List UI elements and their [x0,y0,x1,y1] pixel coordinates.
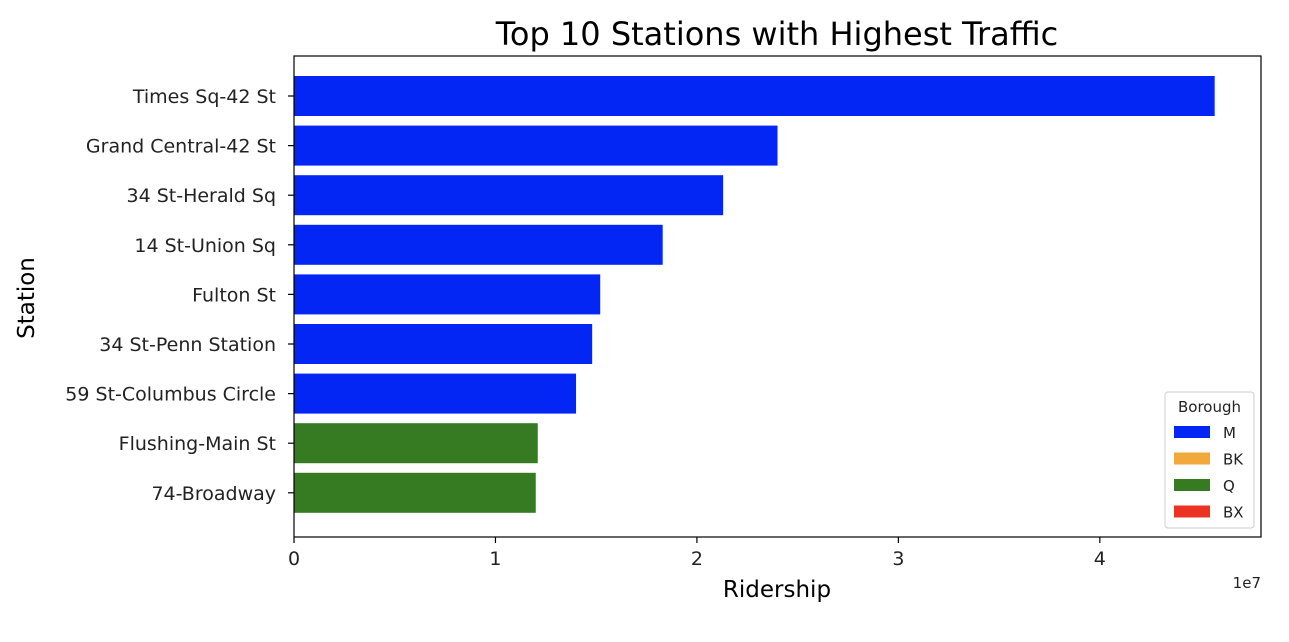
y-tick-label: 74-Broadway [151,483,276,505]
legend-entry-label: Q [1223,477,1235,495]
x-tick-label: 4 [1094,548,1106,570]
legend-swatch [1174,452,1210,465]
y-tick-label: Grand Central-42 St [86,136,276,158]
x-tick-label: 0 [288,548,300,570]
bar-group [294,76,1215,513]
y-tick-label: 34 St-Herald Sq [126,185,276,207]
legend-entry-label: BK [1223,451,1244,469]
x-tick-label: 3 [892,548,904,570]
y-tick-label: Times Sq-42 St [132,86,276,108]
bar [294,373,577,414]
bar [294,324,593,364]
legend-swatch [1174,479,1210,491]
bar [294,76,1215,116]
y-tick-label: 34 St-Penn Station [99,334,276,356]
chart-title: Top 10 Stations with Highest Traffic [495,15,1059,53]
bar [294,472,536,513]
bar [294,274,601,315]
bar [294,175,724,216]
x-tick-label: 1 [489,548,501,570]
y-tick-label: 59 St-Columbus Circle [65,384,276,406]
legend-swatch [1174,505,1210,518]
bar [294,224,663,265]
legend-entry-label: BX [1223,504,1244,522]
plot-area-frame [293,55,1262,538]
y-tick-group: Times Sq-42 St Grand Central-42 St 34 St-H… [65,86,294,505]
x-tick-label: 2 [691,548,703,570]
y-axis-label: Station [14,257,40,339]
bar [294,423,538,464]
legend: Borough M BK Q BX [1164,391,1255,529]
y-tick-label: Fulton St [192,284,276,306]
legend-title: Borough [1178,398,1241,416]
x-axis-offset-label: 1e7 [1233,574,1261,592]
bar [294,125,778,166]
legend-entry-label: M [1223,424,1236,442]
y-tick-label: Flushing-Main St [119,433,276,455]
y-tick-label: 14 St-Union Sq [134,235,276,257]
x-tick-group: 0 1 2 3 4 [288,537,1106,570]
legend-swatch [1174,426,1210,438]
x-axis-label: Ridership [723,577,831,603]
